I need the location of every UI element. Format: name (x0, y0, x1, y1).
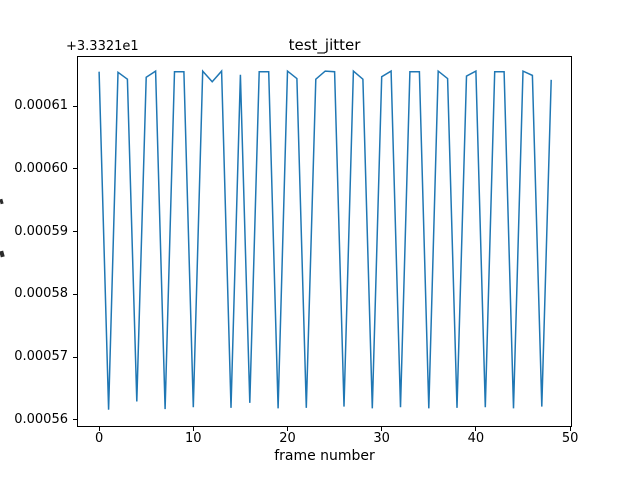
y-tick-label: 0.00061 (14, 98, 68, 114)
y-tick-label: 0.00058 (14, 286, 68, 302)
x-tick-mark (381, 427, 383, 431)
x-tick-label: 20 (279, 431, 296, 446)
y-tick-mark (73, 105, 77, 107)
y-tick-mark (73, 231, 77, 233)
x-tick-label: 10 (185, 431, 202, 446)
chart-title: test_jitter (288, 36, 361, 54)
y-tick-label: 0.00057 (14, 349, 68, 364)
x-tick-mark (192, 427, 194, 431)
plot-area (77, 56, 572, 427)
x-tick-label: 0 (94, 431, 104, 446)
y-tick-mark (73, 168, 77, 170)
y-tick-label: 0.00059 (14, 223, 68, 239)
x-tick-label: 30 (373, 431, 390, 446)
y-tick-mark (73, 356, 77, 358)
x-tick-mark (287, 427, 288, 431)
y-tick-label: 0.00056 (14, 411, 68, 427)
x-axis-label: frame number (274, 448, 375, 464)
x-tick-mark (98, 427, 100, 431)
x-tick-label: 50 (561, 431, 579, 446)
y-tick-label: 0.00060 (14, 160, 68, 176)
x-tick-mark (569, 427, 571, 431)
y-axis-offset-label: +3.3321e1 (66, 39, 139, 54)
y-axis-label-clipped-fragment (0, 198, 4, 205)
y-tick-mark (73, 419, 77, 421)
x-tick-mark (475, 427, 477, 431)
y-axis-label-clipped-fragment (0, 250, 5, 258)
x-tick-label: 40 (467, 431, 485, 446)
y-tick-mark (73, 293, 77, 295)
